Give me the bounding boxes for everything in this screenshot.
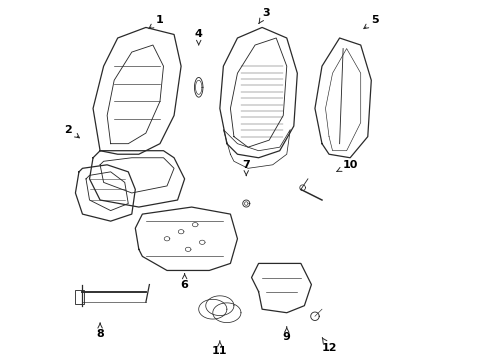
- Text: 10: 10: [336, 160, 357, 171]
- Text: 2: 2: [64, 125, 79, 138]
- Text: 1: 1: [149, 15, 163, 29]
- Text: 7: 7: [242, 160, 250, 175]
- Text: 12: 12: [321, 338, 336, 353]
- Text: 6: 6: [181, 274, 188, 289]
- Text: 9: 9: [282, 327, 290, 342]
- Text: 11: 11: [212, 341, 227, 356]
- Text: 5: 5: [363, 15, 378, 29]
- Text: 4: 4: [194, 30, 202, 45]
- Bar: [75, 290, 84, 304]
- Text: 8: 8: [96, 323, 104, 339]
- Text: 3: 3: [258, 8, 269, 23]
